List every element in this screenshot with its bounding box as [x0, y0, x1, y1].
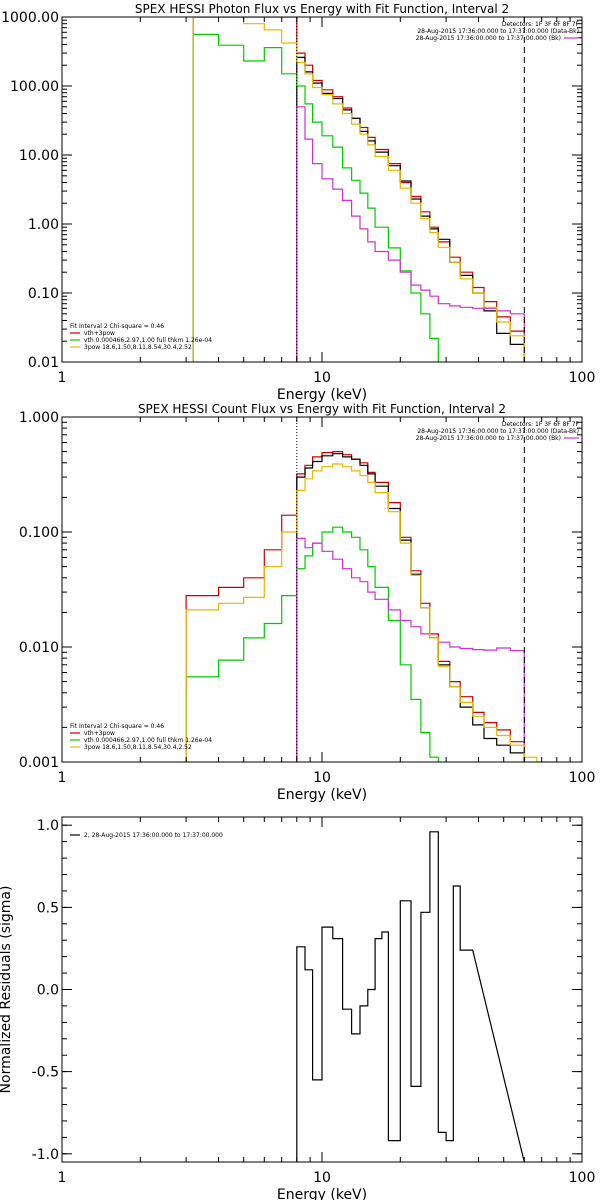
- x-tick-label-100: 100: [569, 370, 596, 386]
- plot-frame: [61, 16, 583, 363]
- header-line-0: Detectors: 1F 3F 6F 8F 7F: [502, 421, 580, 428]
- x-tick-label-1: 1: [58, 370, 67, 386]
- residuals-panel: 1 10 100 -1.0 -0.5 0.0 0.5 1.0 Energy (keV) Norma…: [0, 816, 596, 1200]
- x-tick-label-10: 10: [313, 370, 331, 386]
- y-tick-label-0-010: 0.010: [19, 640, 59, 656]
- y-tick-label-1-000: 1.000: [19, 410, 59, 426]
- legend-entry-0: Fit Interval 2 Chi-square = 0.46: [70, 323, 164, 330]
- x-tick-label-100: 100: [569, 770, 596, 786]
- x-tick-label-10: 10: [313, 1170, 331, 1186]
- series-line-bk: [296, 537, 525, 762]
- header-line-1: 28-Aug-2015 17:36:00.000 to 17:37:00.000…: [417, 428, 579, 435]
- series-line-data-bk: [296, 453, 525, 762]
- series-line-bk: [296, 106, 525, 362]
- legend-entry-0: 2, 28-Aug-2015 17:36:00.000 to 17:37:00.…: [84, 832, 223, 839]
- y-tick-label-0-10: 0.10: [28, 286, 59, 302]
- plot-title: SPEX HESSI Photon Flux vs Energy with Fi…: [135, 2, 509, 16]
- x-axis-title: Energy (keV): [277, 787, 367, 803]
- series-group: [192, 17, 525, 362]
- y-tick-label-1000-00: 1000.00: [1, 10, 59, 26]
- legend-entry-1: vth+3pow: [84, 330, 115, 337]
- legend-entry-3: 3pow 18.6,1.50,8.11,8.54,30.4,2.52: [84, 344, 192, 351]
- series-line-3pow-18-6-1-50-8-11-8-54-30-4-2-52: [185, 463, 550, 762]
- y-tick-label-0-5: -0.5: [32, 1065, 59, 1081]
- y-tick-label-10-00: 10.00: [19, 148, 59, 164]
- x-tick-label-1: 1: [58, 1170, 67, 1186]
- series-line-vth-3pow: [192, 17, 525, 362]
- x-tick-label-10: 10: [313, 770, 331, 786]
- x-axis-title: Energy (keV): [277, 387, 367, 403]
- series-group: [185, 451, 550, 762]
- x-axis-title: Energy (keV): [277, 1187, 367, 1200]
- legend-entry-1: vth+3pow: [84, 730, 115, 737]
- photon-flux-panel: SPEX HESSI Photon Flux vs Energy with Fi…: [1, 2, 595, 403]
- count-flux-panel: SPEX HESSI Count Flux vs Energy with Fit…: [19, 402, 595, 803]
- legend-entry-3: 3pow 18.6,1.50,8.11,8.54,30.4,2.52: [84, 744, 192, 751]
- series-line-2-28-aug-2015-17-36-00-000-to-17-37-00-0: [296, 831, 525, 1162]
- x-tick-label-100: 100: [569, 1170, 596, 1186]
- y-tick-label-1-0: -1.0: [32, 1147, 59, 1163]
- y-tick-label-0-001: 0.001: [19, 755, 59, 771]
- header-line-2: 28-Aug-2015 17:36:00.000 to 17:37:00.000…: [416, 435, 561, 442]
- x-tick-label-1: 1: [58, 770, 67, 786]
- header-line-2: 28-Aug-2015 17:36:00.000 to 17:37:00.000…: [416, 35, 561, 42]
- y-tick-label-0-100: 0.100: [19, 525, 59, 541]
- legend-entry-0: Fit Interval 2 Chi-square = 0.46: [70, 723, 164, 730]
- legend-entry-2: vth 0.000466,2.97,1.00 full thkm 1.26e-0…: [84, 737, 212, 744]
- header-line-1: 28-Aug-2015 17:36:00.000 to 17:37:00.000…: [417, 28, 579, 35]
- plot-title: SPEX HESSI Count Flux vs Energy with Fit…: [138, 402, 506, 416]
- y-axis-title: Normalized Residuals (sigma): [0, 886, 14, 1094]
- series-line-vth-0-000466-2-97-1-00-full-thkm-1-26e-0: [185, 526, 439, 762]
- y-tick-label-1-00: 1.00: [28, 217, 59, 233]
- y-tick-label-1-0: 1.0: [37, 818, 59, 834]
- y-tick-label-0-01: 0.01: [28, 355, 59, 371]
- series-line-vth-3pow: [185, 451, 525, 762]
- series-line-3pow-18-6-1-50-8-11-8-54-30-4-2-52: [192, 17, 525, 362]
- legend-entry-2: vth 0.000466,2.97,1.00 full thkm 1.26e-0…: [84, 337, 212, 344]
- series-line-data-bk: [296, 56, 525, 362]
- header-line-0: Detectors: 1F 3F 6F 8F 7F: [502, 21, 580, 28]
- y-tick-label-100-00: 100.00: [10, 79, 59, 95]
- y-tick-label-0-5: 0.5: [37, 900, 59, 916]
- y-tick-label-0-0: 0.0: [37, 983, 59, 999]
- series-group: [296, 831, 525, 1162]
